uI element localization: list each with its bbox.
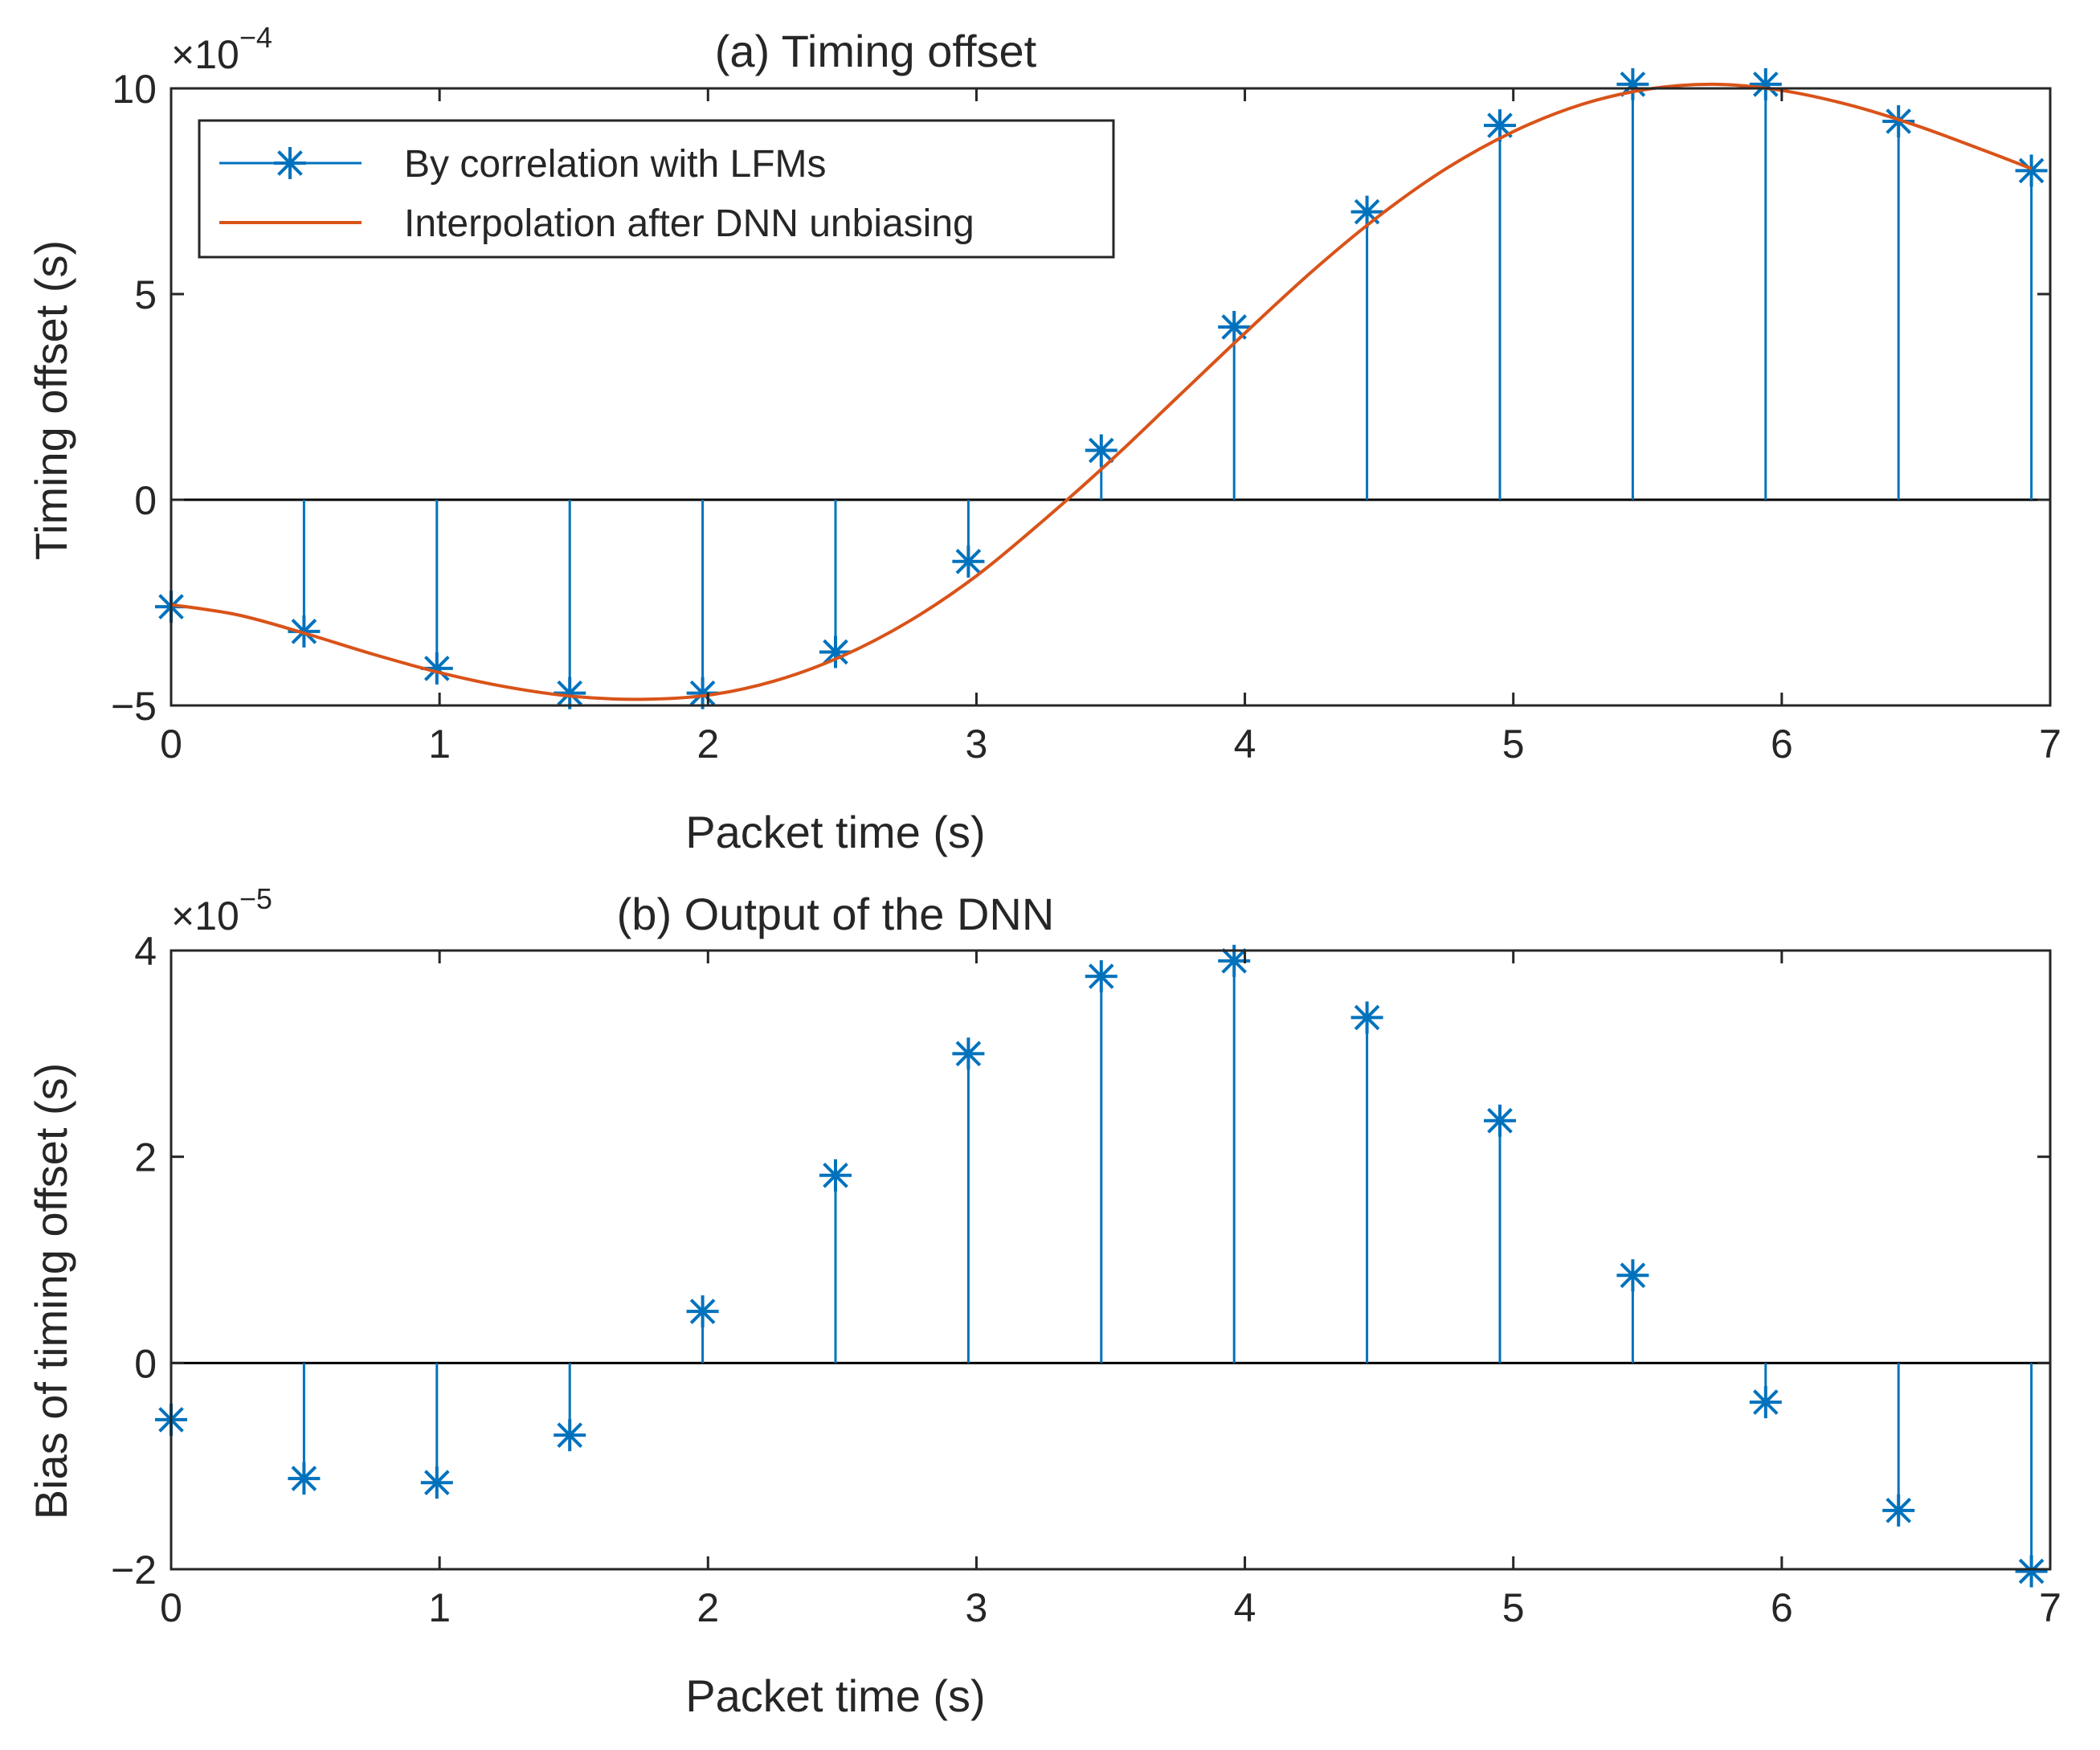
x-tick-label: 2 <box>697 1585 719 1630</box>
panel-a-exponent-base: ×10 <box>171 32 239 77</box>
panel-a-title: (a) Timing offset <box>715 26 1037 76</box>
axes-box <box>170 87 2052 707</box>
x-tick-label: 0 <box>160 722 182 767</box>
stem-marker <box>819 636 852 669</box>
y-tick-label: −5 <box>111 684 157 729</box>
stem-marker <box>1350 195 1383 228</box>
stem-marker <box>686 1295 719 1328</box>
legend-asterisk-marker <box>274 147 306 179</box>
panel-a-plot-area <box>155 67 2052 709</box>
x-tick-label: 6 <box>1771 1585 1793 1630</box>
y-tick-label: 0 <box>134 1341 157 1386</box>
stem-marker <box>1350 1001 1383 1034</box>
stem-marker <box>952 1037 985 1070</box>
y-tick-label: −2 <box>111 1548 157 1593</box>
panel-a-y-tick-labels: −5 0 5 10 <box>111 67 157 729</box>
panel-b-title: (b) Output of the DNN <box>617 889 1055 939</box>
x-tick-label: 7 <box>2039 722 2061 767</box>
x-tick-label: 6 <box>1771 722 1793 767</box>
panel-b-x-axis-label: Packet time (s) <box>685 1670 985 1721</box>
panel-a-x-tick-labels: 0 1 2 3 4 5 6 7 <box>160 722 2061 767</box>
panel-a-x-axis-label: Packet time (s) <box>685 807 985 857</box>
legend-entry-line: Interpolation after DNN unbiasing <box>219 202 974 245</box>
panel-b-exponent: ×10−5 <box>171 882 272 938</box>
panel-b-y-tick-labels: −2 0 2 4 <box>111 929 157 1593</box>
stem-marker <box>420 1466 453 1499</box>
y-tick-label: 10 <box>112 67 157 112</box>
panel-b-y-axis-label: Bias of timing offset (s) <box>26 1063 76 1520</box>
stem-marker <box>1616 1259 1649 1292</box>
stem-marker <box>1749 1386 1782 1419</box>
x-tick-label: 3 <box>966 722 988 767</box>
stem-marker <box>554 1419 586 1452</box>
y-tick-label: 0 <box>134 478 157 523</box>
stem-marker <box>819 1159 852 1192</box>
x-tick-label: 3 <box>966 1585 988 1630</box>
stem-marker <box>1085 434 1117 467</box>
interpolation-line <box>170 82 2033 701</box>
panel-b-x-tick-labels: 0 1 2 3 4 5 6 7 <box>160 1585 2061 1630</box>
stem-marker <box>288 1462 321 1495</box>
panel-b-exponent-power: −5 <box>239 882 272 915</box>
x-tick-label: 1 <box>428 722 451 767</box>
x-tick-label: 2 <box>697 722 719 767</box>
stem-marker <box>1882 1494 1915 1527</box>
x-tick-label: 4 <box>1234 1585 1256 1630</box>
stem-marker <box>1484 1104 1517 1137</box>
panel-b-exponent-base: ×10 <box>171 893 239 938</box>
axes-box <box>170 949 2052 1571</box>
stem-marker <box>1218 310 1251 343</box>
panel-b-plot-area <box>155 944 2052 1588</box>
stem-marker <box>1749 67 1782 100</box>
y-tick-label: 5 <box>134 272 157 317</box>
x-tick-label: 5 <box>1502 1585 1525 1630</box>
x-tick-label: 5 <box>1502 722 1525 767</box>
y-tick-label: 2 <box>134 1135 157 1180</box>
panel-a-y-axis-label: Timing offset (s) <box>26 240 76 560</box>
legend-box <box>198 119 1115 259</box>
series-line-1 <box>170 82 2033 701</box>
stem-marker <box>952 545 985 578</box>
stem-marker <box>1085 960 1117 993</box>
legend-entry-1-label: By correlation with LFMs <box>404 143 827 186</box>
x-tick-label: 7 <box>2039 1585 2061 1630</box>
stem-marker <box>2015 1555 2048 1588</box>
x-tick-label: 0 <box>160 1585 182 1630</box>
legend: By correlation with LFMs Interpolation a… <box>198 119 1115 259</box>
legend-entry-2-label: Interpolation after DNN unbiasing <box>404 202 974 245</box>
legend-marker-asterisk <box>274 147 306 179</box>
panel-a-exponent: ×10−4 <box>171 21 272 77</box>
panel-a-exponent-power: −4 <box>239 21 272 54</box>
y-tick-label: 4 <box>134 929 157 974</box>
legend-entry-stem: By correlation with LFMs <box>219 143 827 186</box>
stem-marker <box>554 677 586 709</box>
stem-marker <box>2015 154 2048 187</box>
x-tick-label: 1 <box>428 1585 451 1630</box>
x-tick-label: 4 <box>1234 722 1256 767</box>
